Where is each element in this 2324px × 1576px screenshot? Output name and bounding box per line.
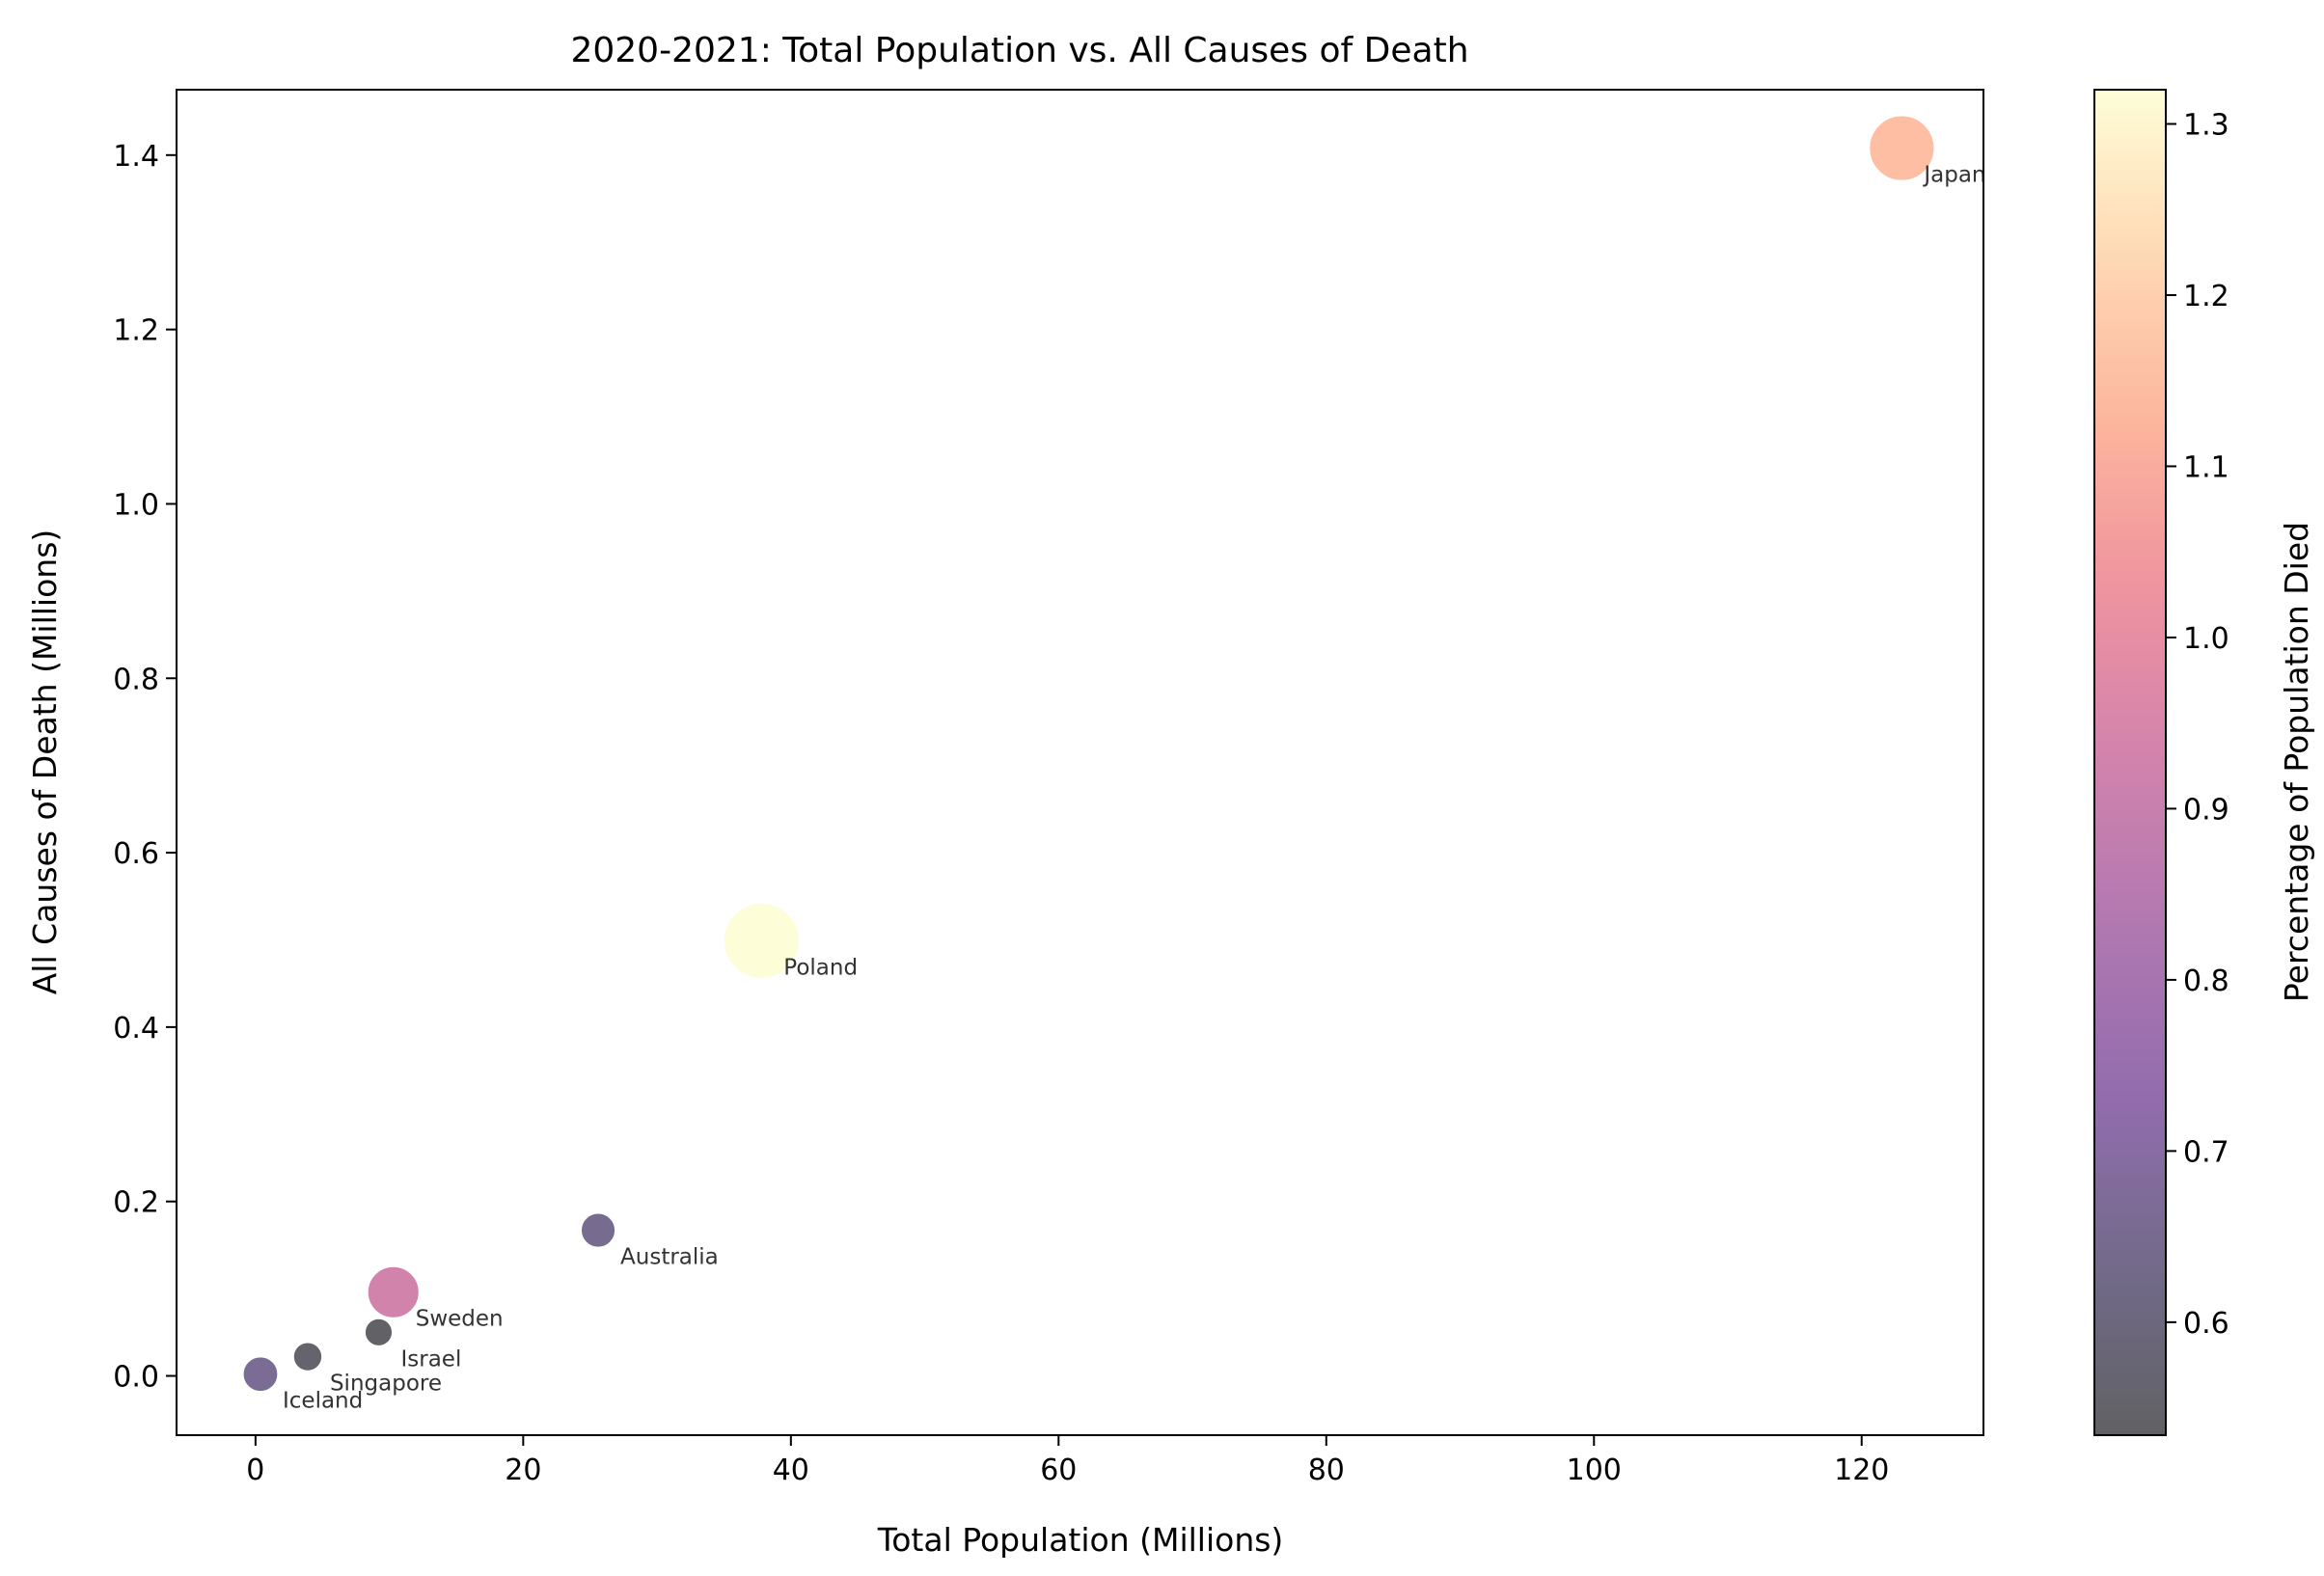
colorbar-tick-label: 0.7 [2183, 1135, 2229, 1169]
x-axis-ticks: 0 20 40 60 80 100 120 [246, 1435, 1889, 1487]
colorbar-tick-label: 0.9 [2183, 793, 2229, 827]
point-label-singapore: Singapore [330, 1372, 442, 1397]
colorbar-frame [2093, 89, 2167, 1436]
colorbar-tick-label: 1.2 [2183, 280, 2229, 313]
colorbar: 0.6 0.7 0.8 0.9 1.0 1.1 1.2 1.3 Percentage of P… [2093, 89, 2315, 1436]
colorbar-gradient [2094, 90, 2166, 1435]
points-layer [242, 115, 1935, 1393]
x-tick-label: 100 [1567, 1454, 1622, 1487]
colorbar-label: Percentage of Population Died [2278, 522, 2315, 1002]
plot-frame [176, 89, 1984, 1436]
y-tick-label: 0.2 [113, 1186, 159, 1220]
data-point-poland [723, 902, 801, 980]
y-tick-label: 0.6 [113, 837, 159, 871]
y-tick-label: 0.4 [113, 1012, 159, 1046]
point-label-japan: Japan [1922, 163, 1985, 188]
data-point-singapore [292, 1341, 323, 1372]
data-point-israel [364, 1318, 394, 1347]
x-tick-label: 60 [1040, 1454, 1077, 1487]
point-label-australia: Australia [620, 1245, 719, 1270]
colorbar-tick-label: 1.1 [2183, 450, 2229, 484]
data-point-japan [1868, 115, 1935, 182]
y-axis-label: All Causes of Death (Millions) [26, 530, 64, 995]
y-tick-label: 1.4 [113, 140, 159, 174]
x-tick-label: 80 [1308, 1454, 1345, 1487]
data-point-iceland [242, 1355, 279, 1393]
x-axis-label: Total Population (Millions) [877, 1521, 1284, 1559]
colorbar-tick-label: 1.3 [2183, 108, 2229, 142]
point-label-iceland: Iceland [283, 1389, 363, 1414]
x-tick-label: 40 [773, 1454, 809, 1487]
colorbar-ticks: 0.6 0.7 0.8 0.9 1.0 1.1 1.2 1.3 [2166, 108, 2229, 1341]
colorbar-tick-label: 1.0 [2183, 622, 2229, 656]
point-label-poland: Poland [783, 955, 858, 980]
y-tick-label: 0.0 [113, 1361, 159, 1395]
colorbar-tick-label: 0.6 [2183, 1307, 2229, 1341]
data-point-australia [580, 1211, 616, 1249]
x-tick-label: 120 [1834, 1454, 1889, 1487]
point-label-sweden: Sweden [416, 1307, 504, 1332]
chart-title: 2020-2021: Total Population vs. All Caus… [570, 31, 1468, 70]
y-tick-label: 1.0 [113, 488, 159, 522]
colorbar-tick-label: 0.8 [2183, 965, 2229, 998]
point-label-israel: Israel [400, 1346, 461, 1372]
y-axis-ticks: 0.0 0.2 0.4 0.6 0.8 1.0 1.2 1.4 [113, 140, 177, 1395]
data-point-sweden [367, 1265, 421, 1319]
x-tick-label: 0 [246, 1454, 264, 1487]
y-tick-label: 0.8 [113, 663, 159, 696]
y-tick-label: 1.2 [113, 314, 159, 348]
x-tick-label: 20 [505, 1454, 541, 1487]
